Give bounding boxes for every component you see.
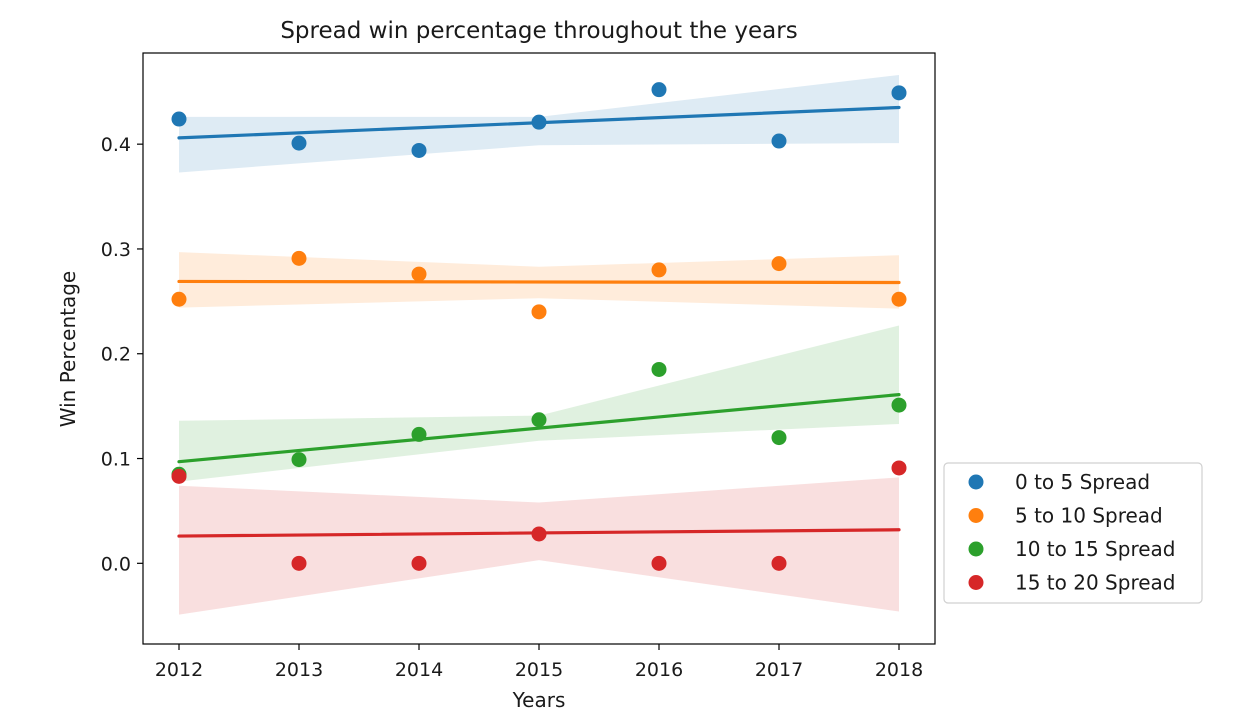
legend-frame [943, 462, 1203, 604]
x-tick-label: 2012 [155, 659, 203, 681]
data-points [171, 82, 907, 571]
series-1-point [771, 133, 787, 149]
series-4-point [891, 460, 907, 476]
legend-marker [968, 575, 984, 590]
x-tick-label: 2017 [755, 659, 803, 681]
x-tick-label: 2018 [875, 659, 923, 681]
series-2-point [411, 266, 427, 282]
legend-marker [968, 508, 984, 523]
y-tick-label: 0.1 [101, 449, 131, 471]
x-tick-label: 2013 [275, 659, 323, 681]
trend-lines [177, 105, 901, 538]
series-2-point [891, 291, 907, 307]
series-4-point [771, 555, 787, 571]
series-2-point [771, 256, 787, 272]
series-3-point [291, 452, 307, 468]
legend-label: 15 to 20 Spread [1015, 571, 1175, 595]
legend-marker [968, 474, 984, 490]
series-3-confidence-band [179, 325, 899, 482]
y-axis-label: Win Percentage [56, 271, 80, 427]
y-tick-label: 0.2 [101, 344, 131, 366]
series-4-confidence-band [179, 477, 899, 615]
chart-title: Spread win percentage throughout the yea… [280, 18, 797, 44]
y-tick-label: 0.4 [101, 134, 131, 156]
legend-label: 0 to 5 Spread [1015, 470, 1150, 494]
series-2-trend-line [177, 279, 901, 285]
x-tick-label: 2014 [395, 659, 443, 681]
x-axis-label: Years [512, 688, 566, 712]
legend-label: 5 to 10 Spread [1015, 504, 1163, 528]
y-tick-label: 0.3 [101, 239, 131, 261]
series-3-trend-line [177, 393, 901, 464]
series-3-point [651, 361, 667, 377]
x-tick-label: 2016 [635, 659, 683, 681]
series-2-point [291, 250, 307, 266]
y-axis: 0.0 0.1 0.2 0.3 0.4 [101, 134, 143, 575]
y-tick-label: 0.0 [101, 553, 131, 575]
series-1-point [891, 85, 907, 101]
series-3-point [771, 430, 787, 446]
x-axis: 2012 2013 2014 2015 2016 2017 2018 [155, 644, 923, 681]
series-4-point [411, 555, 427, 571]
series-2-point [651, 262, 667, 278]
legend-marker [968, 541, 984, 557]
series-4-point [291, 555, 307, 571]
legend-label: 10 to 15 Spread [1015, 537, 1175, 561]
series-4-point [171, 468, 187, 484]
series-3-point [531, 412, 547, 428]
x-tick-label: 2015 [515, 659, 563, 681]
series-1-point [171, 111, 187, 127]
series-1-point [651, 82, 667, 98]
series-2-point [171, 291, 187, 307]
series-1-point [291, 135, 307, 151]
series-2-point [531, 304, 547, 320]
series-1-point [411, 142, 427, 158]
series-3-point [891, 397, 907, 413]
series-3-point [411, 426, 427, 442]
series-4-point [531, 526, 547, 542]
series-4-point [651, 555, 667, 571]
series-1-point [531, 114, 547, 130]
legend: 0 to 5 Spread 5 to 10 Spread 10 to 15 Spre… [943, 462, 1203, 604]
